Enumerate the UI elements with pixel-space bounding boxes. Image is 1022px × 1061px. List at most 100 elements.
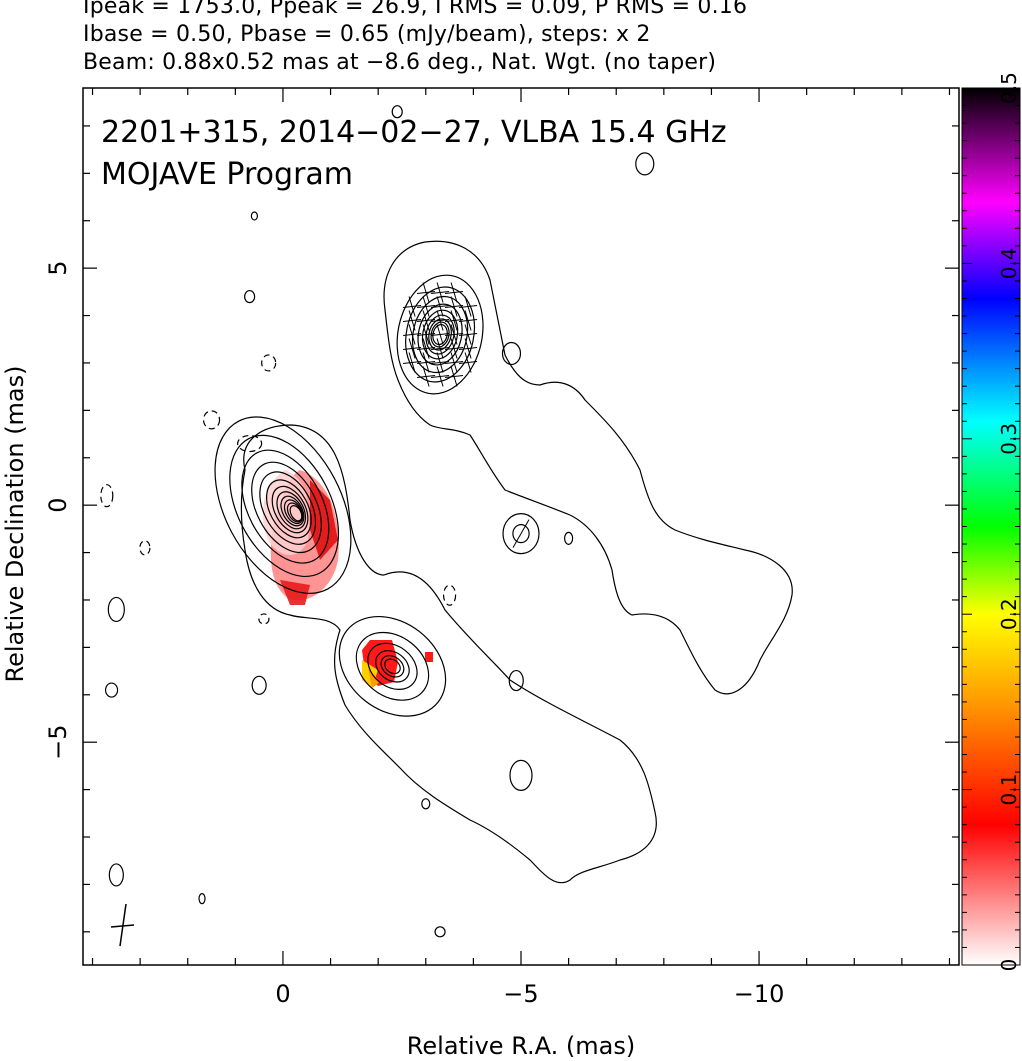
noise-contour [564,531,574,545]
header-line-3: Beam: 0.88x0.52 mas at −8.6 deg., Nat. W… [83,50,717,75]
polarization-vector [445,361,464,365]
contour-inner-jet [375,650,410,683]
polarization-vector [417,347,436,351]
polarization-vector [431,375,450,379]
contour-inner-jet [338,615,447,717]
colorbar-tick-label: 0.2 [997,598,1021,630]
beam-marker [110,903,135,947]
polarization-vector [445,305,464,309]
map-layer [100,105,793,938]
polarization-vector [431,305,450,309]
contour-inner-jet [384,658,401,675]
contour-core [259,471,317,545]
noise-contour [104,682,119,698]
contour-jet-knot-ne [432,323,448,346]
contour-core [289,505,303,522]
noise-contour [139,540,151,556]
map-subtitle: MOJAVE Program [101,157,353,192]
contour-inner-jet [367,642,418,690]
contour-core [251,461,322,554]
noise-contour [202,410,221,430]
header-line-1: Ipeak = 1753.0, Ppeak = 26.9, I RMS = 0.… [83,0,748,19]
contour-core [229,434,340,578]
contour-core [214,416,352,594]
polarization-vector [512,519,530,548]
x-tick-label: −10 [734,980,785,1008]
contour-jet-knot-mid [512,524,530,544]
polarization-vector [445,347,464,351]
polarization-vector [417,319,436,323]
polarization-vector [431,347,450,351]
polarization-vector [403,361,422,365]
polarization-vector [417,361,436,365]
contour-inner-jet [380,655,405,678]
contour-core [276,491,307,530]
plot-frame [82,87,960,966]
polarization-vector [431,361,450,365]
noise-contour [509,759,533,791]
polarization-vector [431,291,450,295]
noise-contour [244,289,256,304]
polarization-vector [431,333,450,337]
polarization-vector [403,305,422,309]
contour-jet-knot-ne [411,295,469,374]
header-line-2: Ibase = 0.50, Pbase = 0.65 (mJy/beam), s… [83,22,651,47]
noise-contour [635,152,655,176]
polarization-vector [459,347,478,351]
tick-labels: 0 −5 −10 5 0 −5 [44,260,784,1008]
y-tick-label: 0 [44,498,72,513]
contour-core [271,485,309,534]
contour-jet-knot-ne [405,286,476,383]
colorbar-tick-label: 0.3 [997,423,1021,455]
polarization-vector [417,375,436,379]
x-tick-label: −5 [503,980,538,1008]
polarization-vector [445,319,464,323]
polarization-vector [445,375,464,379]
colorbar-tick-label: 0 [997,959,1021,972]
y-axis-label: Relative Declination (mas) [1,365,29,682]
x-tick-label: 0 [275,980,290,1008]
noise-contour [421,798,431,810]
y-tick-label: −5 [44,724,72,759]
polarization-vector [431,319,450,323]
polarization-vector [417,305,436,309]
map-title: 2201+315, 2014−02−27, VLBA 15.4 GHz [101,115,727,150]
axis-ticks [83,88,959,965]
contour-core [283,499,304,525]
polarization-vector [445,333,464,337]
contour-inner-jet [355,631,430,701]
polarization-vector [417,333,436,337]
noise-contour [100,484,114,508]
polarization-vector [445,291,464,295]
contour-jet-knot-ne [421,309,459,360]
y-tick-label: 5 [44,260,72,275]
polarization-vector [459,361,478,365]
contour-jet-knot-ne [417,303,463,366]
noise-contour [108,863,124,887]
colorbar-ticks [962,87,1020,966]
noise-contour [501,341,522,366]
polarization-vector [417,291,436,295]
polarization-vectors [403,282,530,548]
noise-contour [258,613,270,625]
colorbar-tick-label: 0.5 [997,72,1021,104]
outer-contour-ne [383,240,793,695]
polarization-vector [459,333,478,337]
intensity-contours [100,105,655,938]
x-axis-label: Relative R.A. (mas) [407,1032,635,1060]
polarization-vector [403,333,422,337]
noise-contour [391,105,403,119]
noise-contour [251,675,267,695]
colorbar-tick-labels: 0 0.1 0.2 0.3 0.4 0.5 [997,72,1021,971]
contour-jet-knot-ne [425,314,455,355]
polarization-vector [459,319,478,323]
noise-contour [508,669,524,692]
noise-contour [250,211,258,221]
contour-jet-knot-mid [502,513,540,555]
colorbar-tick-label: 0.1 [997,774,1021,806]
colorbar-tick-label: 0.4 [997,247,1021,279]
colorbar [961,87,1021,966]
contour-core [266,479,312,539]
contour-jet-knot-ne [396,274,484,395]
